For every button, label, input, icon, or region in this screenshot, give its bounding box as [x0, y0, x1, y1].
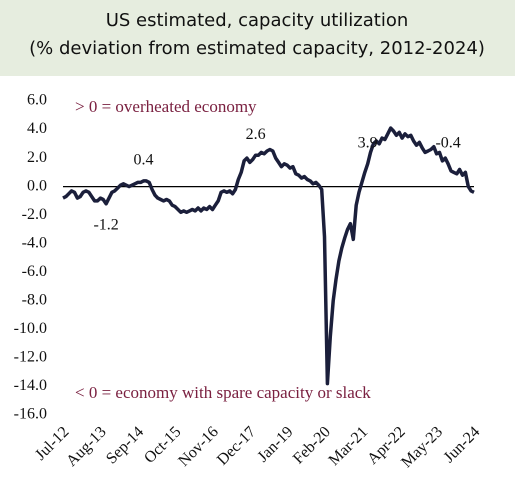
- y-tick-label: 0.0: [27, 177, 47, 194]
- annotation: < 0 = economy with spare capacity or sla…: [75, 383, 371, 402]
- y-tick-label: 4.0: [27, 120, 47, 137]
- y-tick-label: -8.0: [22, 291, 47, 308]
- y-tick-label: -2.0: [22, 206, 47, 223]
- y-tick-label: -14.0: [14, 377, 47, 394]
- title-band: [0, 0, 515, 76]
- x-tick-label: Mar-21: [326, 423, 372, 469]
- y-tick-label: 2.0: [27, 149, 47, 166]
- y-tick-label: -6.0: [22, 263, 47, 280]
- x-tick-label: Nov-16: [175, 423, 222, 470]
- line-series: [62, 126, 475, 386]
- y-tick-label: -12.0: [14, 349, 47, 366]
- data-label: -1.2: [93, 216, 118, 233]
- x-tick-label: Dec-17: [214, 423, 259, 468]
- x-tick-label: Jun-24: [441, 423, 484, 466]
- y-tick-label: -16.0: [14, 406, 47, 423]
- data-label: 2.6: [246, 126, 266, 143]
- chart-subtitle: (% deviation from estimated capacity, 20…: [29, 38, 485, 59]
- x-tick-label: Aug-13: [63, 423, 110, 470]
- data-label: -0.4: [435, 134, 460, 151]
- data-label: 3.9: [358, 134, 378, 151]
- annotation: > 0 = overheated economy: [75, 97, 257, 116]
- x-tick-label: May-23: [398, 423, 446, 471]
- x-tick-label: Feb-20: [290, 423, 334, 467]
- y-tick-label: 6.0: [27, 92, 47, 109]
- chart-title: US estimated, capacity utilization: [106, 10, 409, 31]
- x-tick-label: Jan-19: [254, 423, 296, 465]
- y-tick-label: -10.0: [14, 320, 47, 337]
- data-label: 0.4: [133, 152, 153, 169]
- x-tick-label: Sep-14: [103, 423, 147, 467]
- y-tick-label: -4.0: [22, 234, 47, 251]
